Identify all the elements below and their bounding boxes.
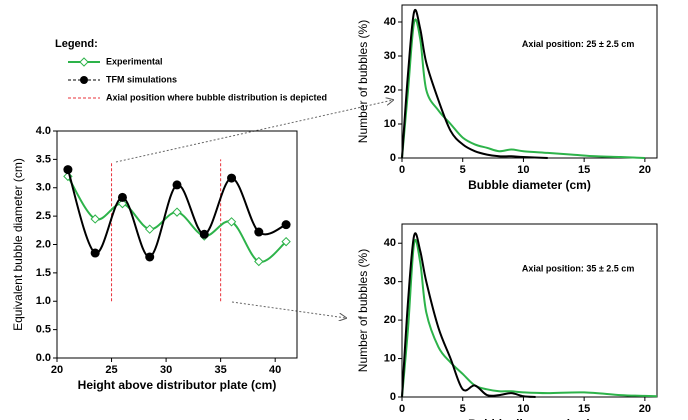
y-tick-label: 0.5 (36, 324, 51, 336)
legend-label: TFM simulations (106, 74, 177, 84)
y-tick-label: 20 (384, 84, 396, 96)
legend-label: Axial position where bubble distribution… (106, 92, 327, 102)
y-tick-label: 3.5 (36, 153, 51, 165)
x-tick-label: 30 (160, 364, 172, 376)
y-tick-label: 0 (390, 391, 396, 403)
x-tick-label: 20 (639, 164, 651, 176)
data-point (172, 180, 182, 190)
data-point (172, 207, 182, 217)
x-axis-label: Height above distributor plate (cm) (78, 378, 277, 392)
plot-frame (401, 4, 658, 159)
y-axis-label: Equivalent bubble diameter (cm) (11, 158, 25, 331)
legend-marker (80, 76, 88, 84)
plot-frame (401, 223, 658, 398)
y-axis-label: Number of bubbles (%) (356, 20, 370, 143)
annotation: Axial position: 25 ± 2.5 cm (522, 39, 634, 49)
data-point (63, 165, 73, 175)
y-tick-label: 2.0 (36, 238, 51, 250)
x-tick-label: 20 (51, 364, 63, 376)
x-tick-label: 10 (517, 164, 529, 176)
legend-marker (79, 57, 89, 67)
x-tick-label: 20 (639, 403, 651, 415)
y-axis-label: Number of bubbles (%) (356, 249, 370, 372)
y-tick-label: 40 (384, 237, 396, 249)
annotation: Axial position: 35 ± 2.5 cm (522, 263, 634, 273)
y-tick-label: 0.0 (36, 352, 51, 364)
x-tick-label: 25 (105, 364, 117, 376)
legend-label: Experimental (106, 56, 163, 66)
data-point (145, 252, 155, 262)
series-line (401, 18, 645, 159)
data-point (199, 229, 209, 239)
data-point (117, 198, 128, 209)
y-tick-label: 10 (384, 352, 396, 364)
data-point (281, 220, 291, 230)
y-tick-label: 1.5 (36, 267, 51, 279)
plot-frame (56, 130, 298, 359)
y-tick-label: 10 (384, 118, 396, 130)
data-point (281, 236, 291, 247)
connector-arrow (231, 301, 346, 318)
x-tick-label: 15 (578, 164, 590, 176)
y-tick-label: 2.5 (36, 210, 51, 222)
data-point (90, 248, 100, 258)
data-point (254, 256, 264, 267)
x-tick-label: 0 (399, 403, 405, 415)
y-tick-label: 0 (390, 152, 396, 164)
y-tick-label: 1.0 (36, 295, 51, 307)
x-axis-label: Bubble diameter (cm) (468, 417, 591, 420)
y-tick-label: 30 (384, 276, 396, 288)
data-point (227, 173, 237, 183)
y-tick-label: 20 (384, 314, 396, 326)
x-tick-label: 35 (215, 364, 227, 376)
x-tick-label: 0 (399, 164, 405, 176)
x-tick-label: 40 (269, 364, 281, 376)
data-point (254, 227, 264, 237)
x-axis-label: Bubble diameter (cm) (468, 178, 591, 192)
y-tick-label: 3.0 (36, 182, 51, 194)
series-line (401, 232, 536, 398)
data-point (63, 171, 73, 182)
legend-title: Legend: (55, 38, 98, 50)
x-tick-label: 5 (460, 164, 466, 176)
data-point (90, 214, 100, 224)
y-tick-label: 4.0 (36, 125, 51, 137)
y-tick-label: 40 (384, 16, 396, 28)
data-point (145, 224, 155, 234)
series-line (401, 9, 548, 159)
data-point (226, 217, 237, 227)
y-tick-label: 30 (384, 50, 396, 62)
x-tick-label: 10 (517, 403, 529, 415)
x-tick-label: 15 (578, 403, 590, 415)
data-point (117, 192, 127, 202)
x-tick-label: 5 (460, 403, 466, 415)
